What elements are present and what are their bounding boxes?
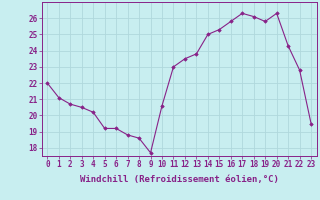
X-axis label: Windchill (Refroidissement éolien,°C): Windchill (Refroidissement éolien,°C) (80, 175, 279, 184)
